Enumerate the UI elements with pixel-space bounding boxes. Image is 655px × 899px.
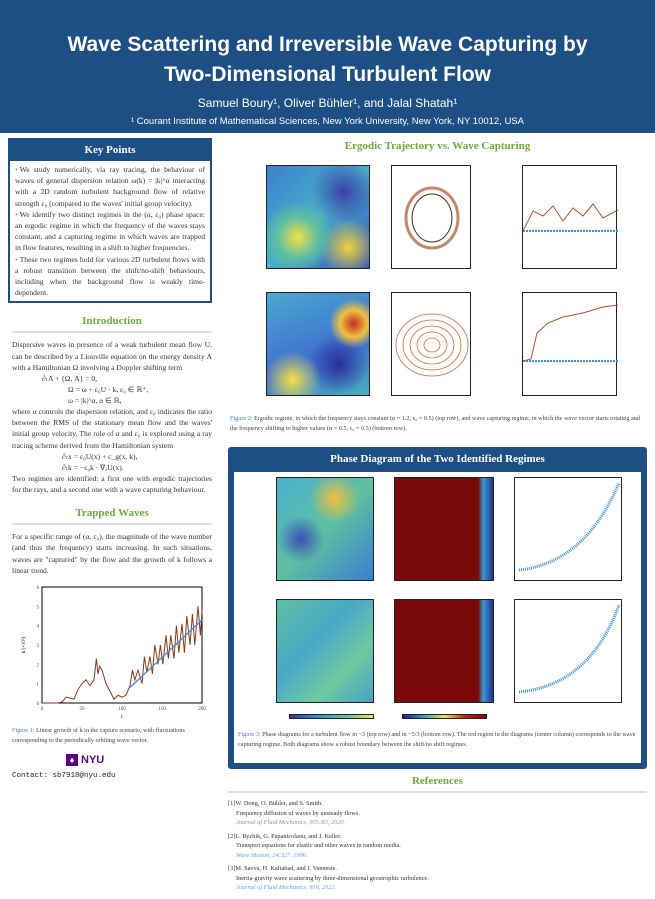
intro-paragraph: Dispersive waves in presence of a weak t… (12, 340, 212, 372)
title-line: Two-Dimensional Turbulent Flow (163, 63, 492, 86)
title-line: Wave Scattering and Irreversible Wave Ca… (67, 33, 588, 56)
key-point: We identify two distinct regimes in the … (15, 209, 205, 254)
plot-frame (41, 586, 203, 704)
frequency-panel-ergodic (522, 165, 619, 269)
intro-paragraph: where α controls the dispersion relation… (12, 407, 212, 450)
x-axis-label: t (121, 715, 123, 720)
introduction-section: Introduction Dispersive waves in presenc… (8, 315, 216, 495)
nyu-logo-text: NYU (81, 754, 105, 767)
ref-title: Inertia-gravity wave scattering by three… (236, 874, 429, 882)
phase-diagram-box: Phase Diagram of the Two Identified Regi… (228, 447, 647, 769)
ref-authors: L. Ryzhik, G. Papanicolaou, and J. Kelle… (235, 832, 342, 840)
intro-paragraph: Two regimes are identified: a first one … (12, 473, 212, 495)
flow-field-panel-top (276, 477, 374, 581)
flow-field-panel-bottom (276, 599, 374, 703)
equation: Ω = ω + ε₀U · k, ε₀ ∈ ℝ⁺, (68, 385, 149, 395)
reference-item: [2]L. Ryzhik, G. Papanicolaou, and J. Ke… (228, 832, 647, 861)
introduction-heading: Introduction (12, 315, 212, 334)
figure-2-heading: Ergodic Trajectory vs. Wave Capturing (344, 140, 531, 152)
caption-label: Figure 2: (230, 415, 253, 422)
key-points-heading: Key Points (84, 144, 136, 156)
equation: ∂ₜx = ε₀U(x) + c_g(x, k), (62, 451, 138, 461)
ref-authors: W. Dong, O. Bühler, and S. Smith. (235, 800, 323, 807)
key-point: We study numerically, via ray tracing, t… (15, 164, 205, 209)
references-section: References [1]W. Dong, O. Bühler, and S.… (228, 775, 647, 897)
reference-item: [3]M. Savva, H. Kafiabad, and J. Vannest… (228, 864, 647, 893)
key-point: These two regimes hold for various 2D tu… (15, 254, 205, 299)
y-tick-label: 0 (37, 702, 40, 707)
ref-title: Frequency diffusion of waves by unsteady… (236, 809, 360, 817)
torch-icon: ♦ (66, 754, 78, 767)
equation: ∂ₜA + {Ω, A} = 0, (42, 374, 98, 384)
figure-3-caption: Figure 3: Phase diagrams for a turbulent… (238, 730, 637, 750)
poster-header: Wave Scattering and Irreversible Wave Ca… (0, 0, 655, 133)
flow-field-panel-capturing (266, 292, 370, 396)
ref-title: Transport equations for elastic and othe… (236, 842, 401, 849)
figure-1-caption: Figure 1: Linear growth of k in the capt… (8, 726, 216, 746)
reference-item: [1]W. Dong, O. Bühler, and S. Smith. Freq… (228, 799, 647, 828)
key-points-box: Key Points We study numerically, via ray… (8, 138, 212, 304)
caption-text: Linear growth of k in the capture scenar… (12, 727, 185, 745)
ref-journal[interactable]: Journal of Fluid Mechanics, 905:R3, 2020… (236, 819, 346, 826)
ref-journal[interactable]: Journal of Fluid Mechanics, 916, 2021. (236, 884, 337, 891)
equation: ∂ₜk = −ε₀k · ∇ₓU(x). (62, 462, 124, 472)
y-tick-label: 2 (37, 663, 40, 668)
flow-field-panel-ergodic (266, 165, 370, 269)
caption-label: Figure 3: (238, 731, 261, 738)
ref-journal[interactable]: Wave Motion, 24:327, 1996. (236, 851, 308, 859)
authors: Samuel Boury¹, Oliver Bühler¹, and Jalal… (197, 96, 458, 110)
poster-title: Wave Scattering and Irreversible Wave Ca… (0, 0, 655, 90)
y-tick-label: 5 (37, 605, 40, 610)
y-tick-label: 4 (37, 625, 40, 630)
references-heading: References (228, 775, 647, 793)
nyu-logo: ♦ NYU (66, 754, 216, 767)
boundary-panel-top (514, 477, 622, 581)
trapped-waves-heading: Trapped Waves (12, 507, 212, 526)
ref-authors: M. Savva, H. Kafiabad, and J. Vanneste. (235, 865, 338, 872)
equation: ω = |k|^α, α ∈ ℝ, (68, 396, 122, 406)
y-axis-label: k (×10²) (21, 637, 27, 654)
x-tick-label: 200 (198, 707, 206, 712)
x-tick-label: 0 (41, 707, 44, 712)
trajectory-panel-capturing (391, 292, 471, 396)
ref-number: [3] (228, 865, 236, 872)
figure-2-caption: Figure 2: Ergodic regime, in which the f… (230, 414, 645, 434)
affiliation: ¹ Courant Institute of Mathematical Scie… (130, 116, 525, 127)
phase-diagram-heading: Phase Diagram of the Two Identified Regi… (330, 453, 545, 465)
linear-fit-line (129, 619, 203, 689)
figure-1-chart: 0 50 100 150 200 0 1 2 3 4 5 6 t k (×10²) (21, 586, 206, 720)
x-tick-label: 50 (80, 707, 86, 712)
ref-number: [1] (228, 800, 236, 807)
contact[interactable]: Contact: sb7918@nyu.edu (12, 772, 116, 781)
trapped-waves-section: Trapped Waves For a specific range of (α… (8, 507, 216, 576)
colorbar-phase (402, 714, 487, 719)
frequency-panel-capturing (522, 292, 619, 396)
x-tick-label: 100 (118, 707, 126, 712)
ref-number: [2] (228, 832, 236, 840)
y-tick-label: 6 (37, 586, 40, 591)
k-series-line (42, 606, 203, 704)
left-column: Key Points We study numerically, via ray… (8, 138, 216, 780)
caption-label: Figure 1: (12, 727, 35, 735)
trapped-paragraph: For a specific range of (α, ε₀), the mag… (12, 532, 212, 575)
trajectory-panel-ergodic (391, 165, 471, 269)
caption-text: Ergodic regime, in which the frequency s… (230, 415, 640, 432)
boundary-panel-bottom (514, 599, 622, 703)
phase-diagram-panel-bottom (394, 599, 494, 703)
phase-diagram-panel-top (394, 477, 494, 581)
y-tick-label: 3 (37, 644, 40, 649)
y-tick-label: 1 (37, 683, 40, 688)
x-tick-label: 150 (158, 707, 166, 712)
colorbar-flow (289, 714, 374, 719)
caption-text: Phase diagrams for a turbulent flow in −… (238, 731, 636, 748)
